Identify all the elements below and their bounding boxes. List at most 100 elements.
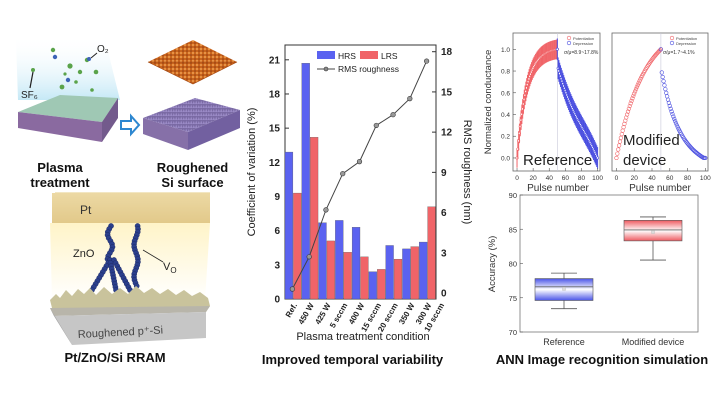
potentiation-point (625, 109, 631, 114)
rram-illustration: Pt ZnO VO Roughened p⁺-Si (50, 192, 210, 345)
ann-caption: ANN Image recognition simulation (495, 352, 709, 367)
potentiation-point (633, 89, 638, 94)
hrs-bar (368, 271, 377, 300)
oxygen-atoms (52, 54, 91, 83)
legend-hrs-label: HRS (338, 51, 356, 61)
potentiation-point (632, 91, 637, 96)
y-tick-label: 1.0 (501, 47, 510, 54)
potentiation-point (617, 143, 622, 148)
potentiation-point (626, 106, 631, 111)
potentiation-point (616, 147, 621, 152)
legend-rms-marker (323, 66, 329, 72)
potentiation-point (615, 151, 620, 156)
roughened-caption: Roughened Si surface (140, 160, 245, 190)
potentiation-point (614, 155, 619, 161)
reference-legend: Potentiation Depression σ/μ=8.9~17.8% (564, 35, 599, 56)
conductance-charts: 0.0 0.2 0.4 0.6 0.8 1.0 0 20 40 60 80 100 0 20 40 60 80 1… (483, 32, 711, 194)
y2-tick-label: 6 (441, 208, 447, 219)
pt-electrode (52, 193, 210, 223)
potentiation-point (617, 139, 623, 144)
switching-glow (50, 223, 210, 300)
potentiation-point (625, 112, 630, 117)
depression-point (658, 47, 663, 52)
vo-label: VO (163, 261, 177, 275)
substrate-front-si (54, 312, 206, 345)
y-tick-label: 15 (269, 124, 281, 135)
substrate-side (102, 98, 118, 142)
rms-point (340, 171, 346, 177)
y-tick-label: 0.4 (501, 112, 510, 119)
lrs-bar (343, 252, 352, 300)
substrate-label: Roughened p⁺-Si (78, 325, 164, 341)
accuracy-chart: 70 75 80 85 90 Accuracy (%) Reference Modifi… (487, 191, 699, 347)
roughened-side (188, 110, 240, 150)
plasma-illustration: O₂ SF₆ (16, 35, 240, 150)
depression-point (669, 109, 674, 114)
legend-potentiation-label: Potentiation (676, 36, 697, 41)
depression-point (703, 155, 708, 161)
y-tick-label: 85 (509, 225, 517, 234)
substrate-front (18, 112, 102, 142)
y-tick-label: 75 (509, 294, 517, 303)
o2-pointer (90, 52, 98, 59)
depression-point (665, 94, 670, 99)
hrs-bar (301, 63, 310, 300)
legend: HRS LRS RMS roughness (317, 51, 399, 74)
hrs-bar (284, 151, 294, 300)
y2-tick-label: 9 (441, 168, 447, 179)
y-tick-label: 0 (274, 295, 280, 306)
lrs-bar (393, 258, 403, 300)
potentiation-point (634, 84, 639, 90)
reference-frame (512, 32, 601, 172)
potentiation-point (624, 115, 629, 120)
modified-x-title: Pulse number (629, 183, 691, 194)
lrs-bar (410, 246, 419, 300)
x-tick-label: 0 (515, 175, 519, 182)
depression-point (663, 87, 668, 92)
lrs-bar (310, 137, 319, 300)
y-tick-label: 0.2 (501, 134, 510, 141)
plasma-caption-line2: treatment (30, 175, 90, 190)
potentiation-point (631, 93, 636, 99)
rough-surface (50, 286, 210, 312)
potentiation-point (636, 80, 641, 86)
y-tick-label: 90 (509, 191, 517, 200)
y-tick-label: 0.8 (501, 69, 510, 76)
legend-lrs-swatch (360, 51, 378, 59)
hrs-bar (419, 241, 428, 300)
plasma-caption: Plasma treatment (10, 160, 110, 190)
x-tick-label: Ref. (284, 302, 299, 320)
reference-x-title: Pulse number (527, 183, 589, 194)
y2-tick-label: 18 (441, 47, 453, 58)
potentiation-point (633, 87, 639, 92)
hrs-bar (402, 248, 411, 300)
lrs-bar (360, 256, 369, 300)
modified-frame (611, 32, 709, 172)
modified-stat: σ/μ=1.7~4.1% (663, 50, 695, 56)
roughened-caption-line1: Roughened (156, 160, 229, 175)
o2-label: O₂ (97, 44, 109, 55)
legend-rms-label: RMS roughness (338, 64, 399, 74)
gas-molecules (31, 47, 99, 92)
legend-potentiation-label: Potentiation (573, 36, 594, 41)
x-tick-label: 40 (546, 175, 554, 182)
afm-edge (147, 61, 238, 85)
depression-point (661, 79, 666, 84)
potentiation-point (628, 101, 633, 106)
roughened-top (143, 98, 240, 132)
hrs-bar (385, 245, 394, 300)
legend-potentiation-marker (669, 35, 675, 41)
accuracy-y-title: Accuracy (%) (487, 236, 498, 292)
depression-point (671, 114, 676, 119)
y2-tick-label: 0 (441, 289, 447, 300)
lrs-bar (326, 240, 335, 300)
legend-depression-label: Depression (573, 41, 593, 46)
x-tick-label: 60 (562, 175, 570, 182)
y2-axis-title: RMS roughness (nm) (461, 120, 473, 225)
x-tick-label: 20 (631, 175, 639, 182)
y-tick-label: 12 (269, 158, 281, 169)
sf6-pointer (29, 71, 34, 89)
y-tick-label: 21 (269, 55, 281, 66)
depression-point (596, 156, 600, 160)
rms-point (424, 58, 430, 64)
